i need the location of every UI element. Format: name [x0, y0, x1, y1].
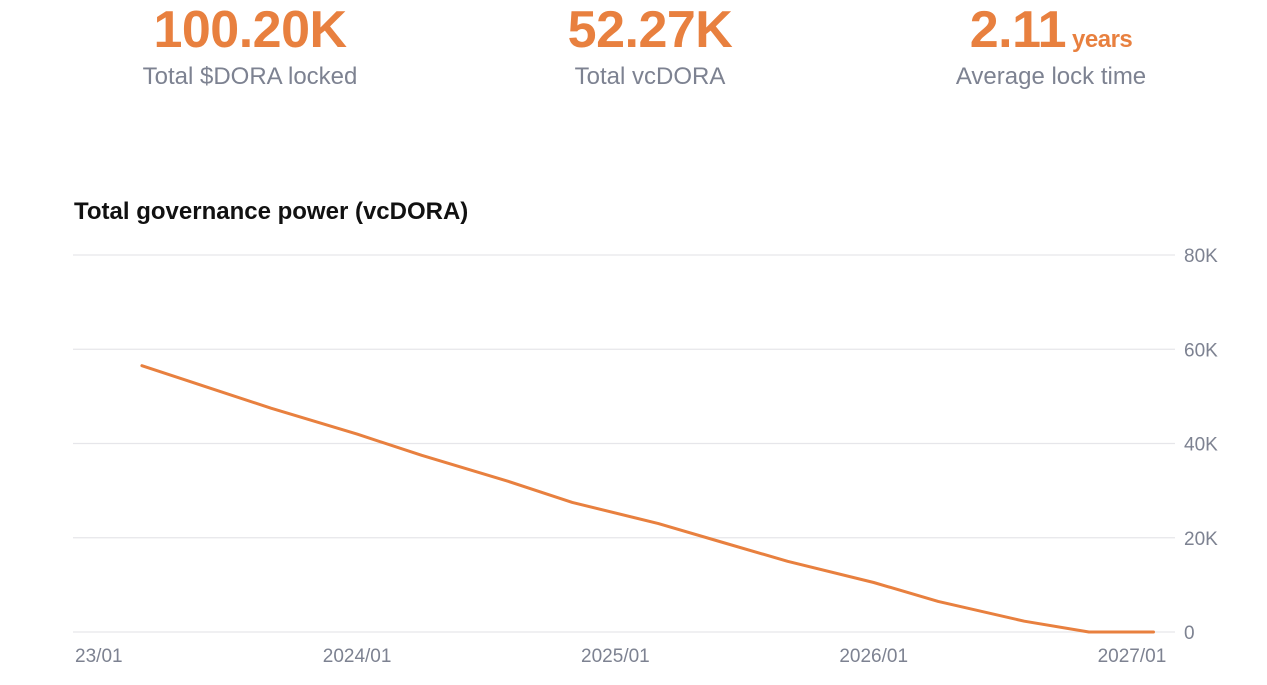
- stat-label: Total vcDORA: [574, 63, 726, 90]
- stat-label: Average lock time: [955, 63, 1147, 90]
- x-tick-label: 2025/01: [581, 646, 650, 667]
- y-tick-label: 60K: [1184, 340, 1218, 361]
- stat-value: 2.11 years: [969, 1, 1133, 59]
- stat-value: 100.20K: [153, 1, 347, 59]
- y-tick-label: 40K: [1184, 435, 1218, 456]
- x-tick-label: 23/01: [75, 646, 123, 667]
- x-tick-label: 2026/01: [839, 646, 908, 667]
- chart-title: Total governance power (vcDORA): [74, 198, 469, 225]
- stat-unit: years: [1072, 26, 1133, 53]
- series-line: [140, 364, 1155, 634]
- x-tick-label: 2024/01: [323, 646, 392, 667]
- x-tick-label: 2027/01: [1098, 646, 1167, 667]
- y-tick-label: 0: [1184, 623, 1195, 644]
- stat-value: 52.27K: [567, 1, 733, 59]
- y-tick-label: 20K: [1184, 529, 1218, 550]
- stat-label: Total $DORA locked: [142, 63, 358, 90]
- y-tick-label: 80K: [1184, 246, 1218, 267]
